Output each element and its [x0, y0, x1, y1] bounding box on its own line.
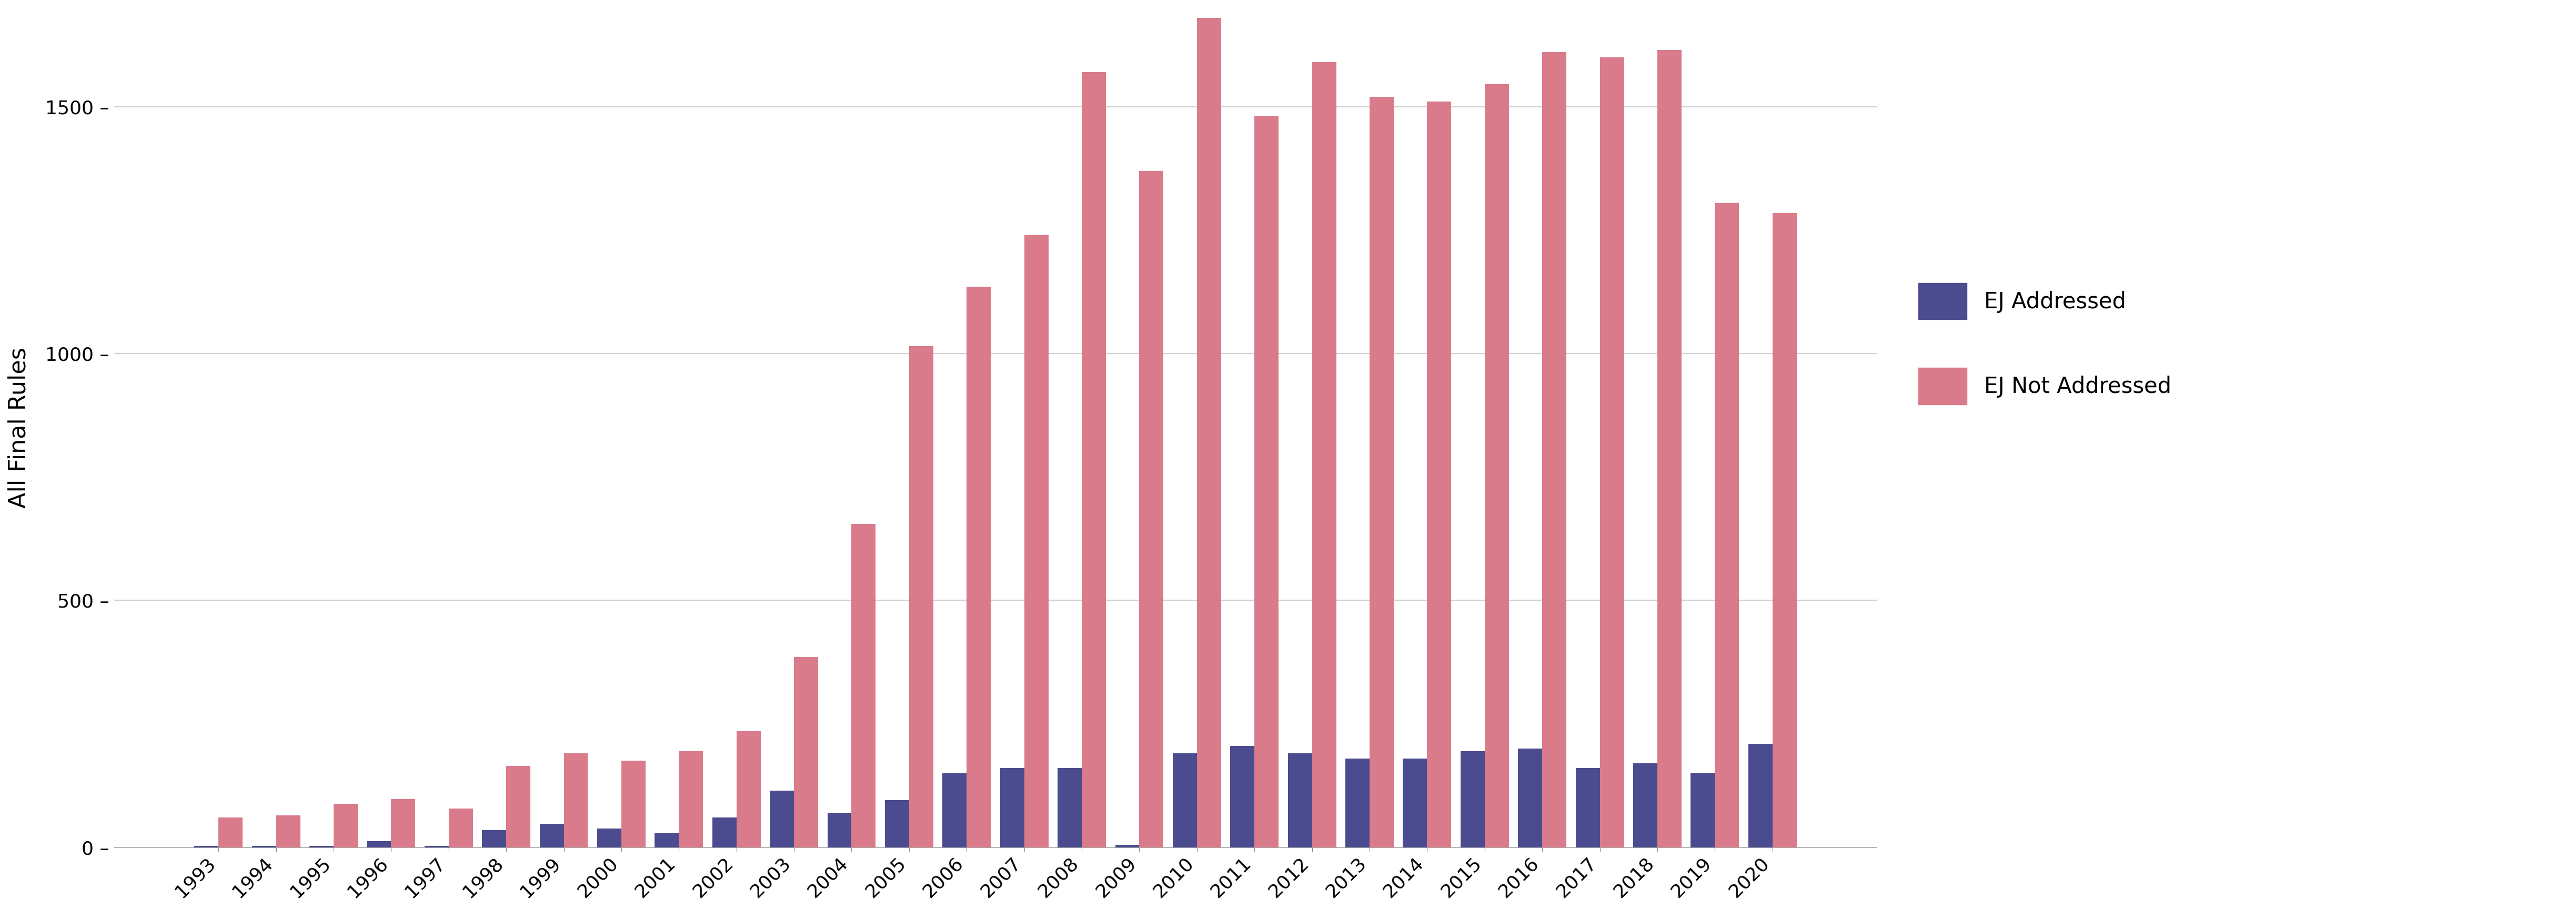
Bar: [598, 828, 621, 847]
Bar: [1716, 203, 1739, 847]
Bar: [1517, 748, 1543, 847]
Bar: [1311, 62, 1337, 847]
Bar: [538, 824, 564, 847]
Y-axis label: All Final Rules: All Final Rules: [8, 347, 31, 508]
Bar: [1288, 754, 1311, 847]
Bar: [252, 845, 276, 847]
Bar: [276, 815, 301, 847]
Bar: [886, 800, 909, 847]
Bar: [1577, 768, 1600, 847]
Bar: [943, 774, 966, 847]
Bar: [1404, 758, 1427, 847]
Bar: [853, 524, 876, 847]
Bar: [1484, 85, 1510, 847]
Bar: [1082, 72, 1105, 847]
Bar: [909, 346, 933, 847]
Bar: [966, 287, 992, 847]
Bar: [482, 830, 507, 847]
Bar: [1543, 53, 1566, 847]
Bar: [714, 817, 737, 847]
Bar: [1370, 96, 1394, 847]
Bar: [309, 845, 332, 847]
Bar: [1345, 758, 1370, 847]
Bar: [680, 751, 703, 847]
Bar: [1427, 102, 1450, 847]
Bar: [770, 791, 793, 847]
Bar: [654, 834, 680, 847]
Bar: [1059, 768, 1082, 847]
Bar: [219, 817, 242, 847]
Bar: [999, 768, 1025, 847]
Bar: [564, 754, 587, 847]
Bar: [737, 731, 760, 847]
Bar: [1115, 844, 1139, 847]
Bar: [332, 804, 358, 847]
Bar: [425, 845, 448, 847]
Bar: [1255, 116, 1278, 847]
Bar: [621, 761, 647, 847]
Bar: [827, 813, 853, 847]
Bar: [1656, 50, 1682, 847]
Bar: [1461, 751, 1484, 847]
Bar: [793, 657, 819, 847]
Bar: [1139, 171, 1164, 847]
Bar: [507, 765, 531, 847]
Bar: [366, 842, 392, 847]
Bar: [1690, 774, 1716, 847]
Bar: [1198, 18, 1221, 847]
Bar: [1749, 744, 1772, 847]
Bar: [1172, 754, 1198, 847]
Bar: [392, 799, 415, 847]
Bar: [1231, 746, 1255, 847]
Bar: [193, 845, 219, 847]
Legend: EJ Addressed, EJ Not Addressed: EJ Addressed, EJ Not Addressed: [1896, 261, 2192, 426]
Bar: [1633, 764, 1656, 847]
Bar: [1600, 57, 1623, 847]
Bar: [1772, 213, 1795, 847]
Bar: [1025, 235, 1048, 847]
Bar: [448, 809, 474, 847]
